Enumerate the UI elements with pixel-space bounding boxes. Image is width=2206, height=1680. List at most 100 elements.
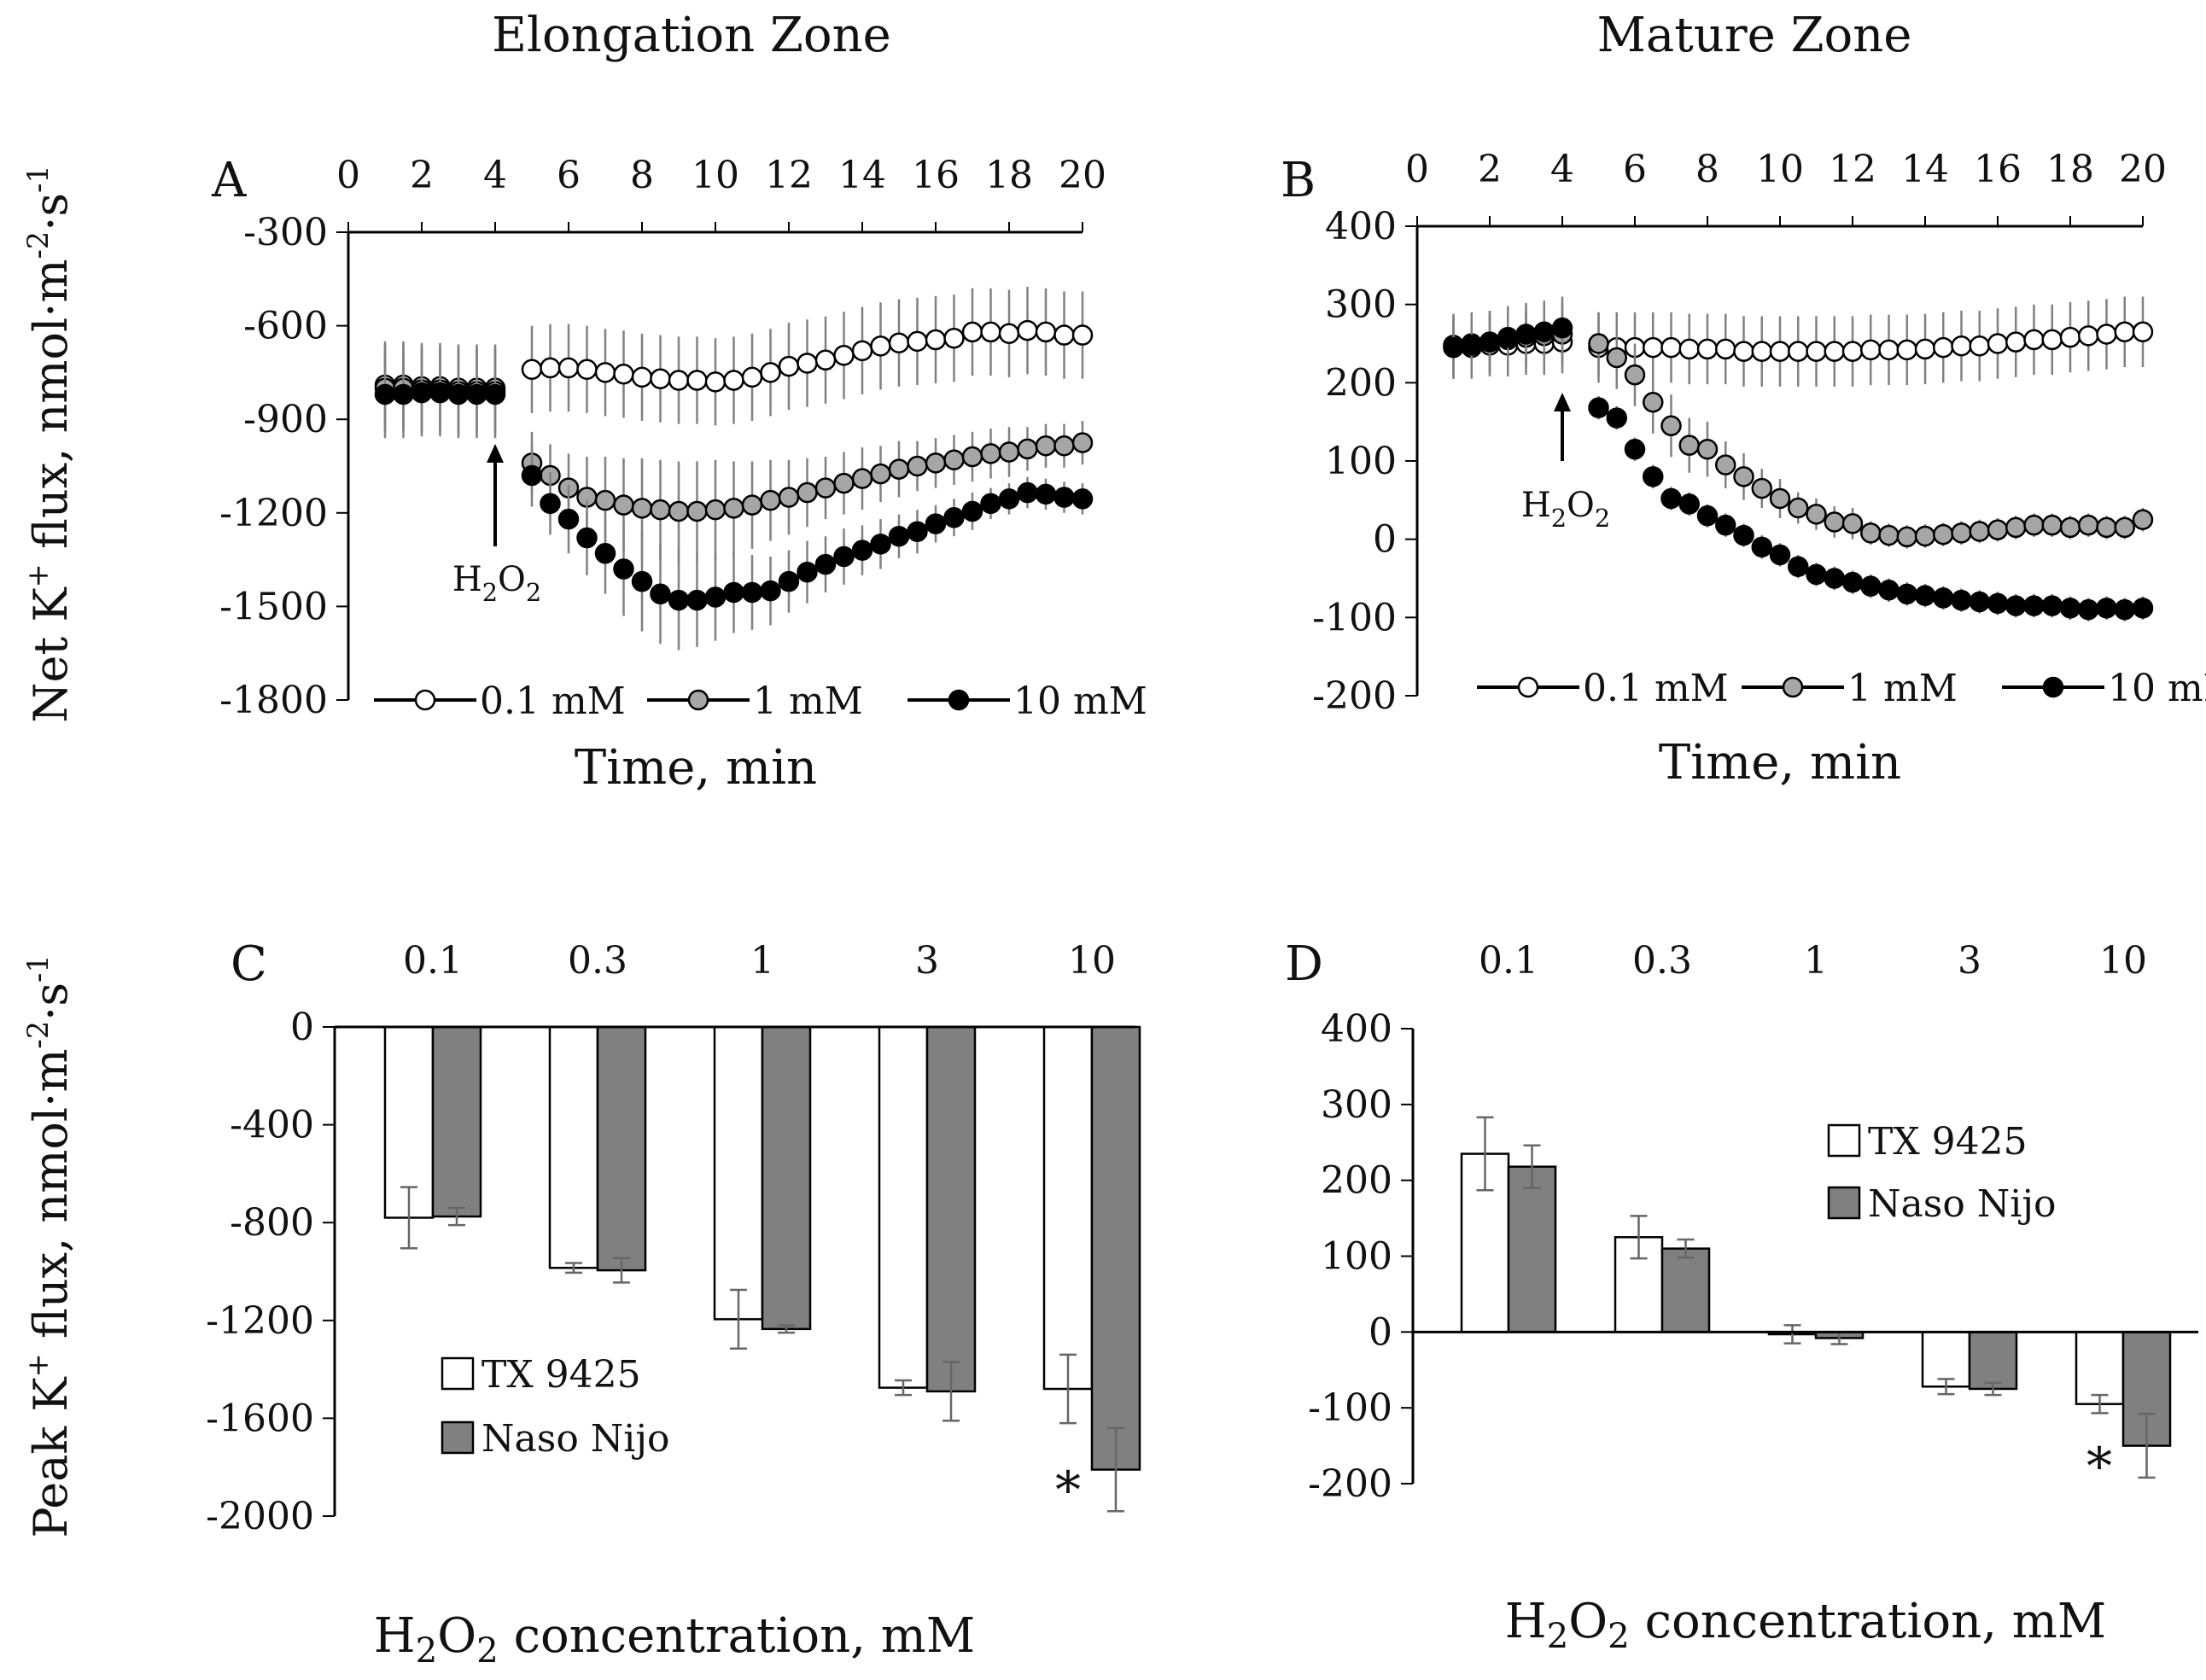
data-point [686, 500, 708, 522]
data-point [925, 452, 947, 474]
x-tick-label: 12 [765, 154, 813, 197]
y-tick-label: -2000 [206, 1495, 314, 1538]
ylabel-top: Net K+ flux, nmol·m-2·s-1 [21, 165, 78, 722]
category-label: 10 [2099, 939, 2147, 983]
y-tick-label: -400 [230, 1104, 314, 1147]
y-tick-label: -600 [243, 305, 328, 348]
data-point [741, 366, 763, 388]
data-point [1769, 544, 1791, 566]
data-point [943, 327, 965, 349]
data-point [925, 513, 947, 534]
x-tick-label: 10 [692, 154, 739, 197]
legend-swatch [441, 1356, 475, 1391]
y-tick-label: -200 [1308, 1462, 1392, 1506]
y-tick-label: 100 [1325, 440, 1397, 483]
data-point [998, 323, 1020, 344]
data-point [2023, 329, 2045, 351]
data-point [833, 472, 855, 494]
y-tick-label: 0 [1373, 518, 1397, 562]
data-point [1841, 571, 1864, 593]
data-point [1914, 338, 1936, 360]
data-point [650, 499, 671, 521]
data-point [1806, 504, 1827, 525]
bar-naso-nijo [1507, 1165, 1557, 1333]
data-point [943, 507, 965, 528]
data-point [870, 335, 891, 357]
bar-tx-9425 [1042, 1025, 1094, 1391]
data-point [631, 366, 653, 388]
data-point [2041, 514, 2063, 536]
data-point [1841, 513, 1864, 534]
x-tick-label: 16 [1974, 148, 2022, 191]
data-point [1660, 487, 1682, 510]
data-point [1987, 592, 2009, 615]
data-point [1624, 439, 1646, 460]
data-point [576, 527, 598, 549]
data-point [1017, 438, 1038, 460]
data-point [1751, 477, 1772, 499]
data-point [1017, 481, 1038, 504]
data-point [943, 449, 965, 470]
data-point [1715, 454, 1736, 475]
data-point [1933, 336, 1954, 359]
y-tick-label: 400 [1321, 1007, 1392, 1051]
y-tick-label: -100 [1312, 596, 1397, 639]
bar-naso-nijo [1660, 1247, 1711, 1333]
data-point [797, 481, 818, 504]
data-point [870, 534, 891, 555]
data-point [998, 488, 1020, 510]
legend-swatch [1827, 1186, 1861, 1220]
data-point [980, 321, 1001, 343]
data-point [1969, 335, 1990, 357]
data-point [1461, 335, 1482, 356]
x-axis-label: Time, min [1659, 735, 1901, 790]
bar-tx-9425 [713, 1025, 764, 1321]
data-point [2059, 598, 2081, 619]
data-point [1933, 523, 1954, 545]
data-point [1896, 583, 1917, 605]
data-point [851, 340, 873, 362]
ylabel-bottom: Peak K+ flux, nmol·m-2·s-1 [21, 954, 78, 1537]
legend-label: 0.1 mM [480, 680, 626, 723]
data-point [631, 498, 653, 519]
legend-label: 1 mM [753, 680, 863, 723]
x-tick-label: 6 [557, 154, 581, 197]
data-point [980, 493, 1001, 515]
data-point [704, 499, 727, 521]
y-tick-label: 200 [1321, 1159, 1392, 1203]
panel-letter: A [211, 153, 247, 208]
data-point [2059, 516, 2081, 539]
data-point [888, 458, 910, 480]
data-point [961, 446, 983, 468]
legend-label: 10 mM [1013, 680, 1147, 723]
title-elongation-zone: Elongation Zone [492, 8, 891, 63]
h2o2-arrow-head [1554, 393, 1571, 411]
category-label: 1 [750, 939, 774, 983]
legend-marker [414, 689, 436, 711]
y-tick-label: -1800 [219, 679, 328, 722]
data-point [741, 494, 763, 516]
x-tick-label: 18 [2046, 148, 2094, 191]
legend-marker [2042, 676, 2064, 698]
data-point [851, 468, 873, 489]
data-point [1035, 321, 1057, 343]
data-point [1071, 488, 1094, 510]
x-tick-label: 14 [838, 154, 886, 197]
data-point [2114, 598, 2135, 621]
data-point [1715, 514, 1736, 536]
data-point [631, 570, 653, 592]
data-point [650, 368, 671, 389]
data-point [2005, 595, 2027, 616]
x-tick-label: 16 [912, 154, 960, 197]
legend-marker [1782, 676, 1804, 698]
data-point [2041, 595, 2063, 616]
legend-swatch [441, 1420, 475, 1455]
x-tick-label: 4 [1550, 148, 1574, 191]
data-point [797, 561, 818, 583]
data-point [650, 583, 671, 605]
data-point [594, 362, 616, 383]
data-point [961, 321, 983, 343]
data-point [1551, 317, 1573, 339]
bar-naso-nijo [431, 1025, 482, 1218]
data-point [1053, 324, 1075, 346]
